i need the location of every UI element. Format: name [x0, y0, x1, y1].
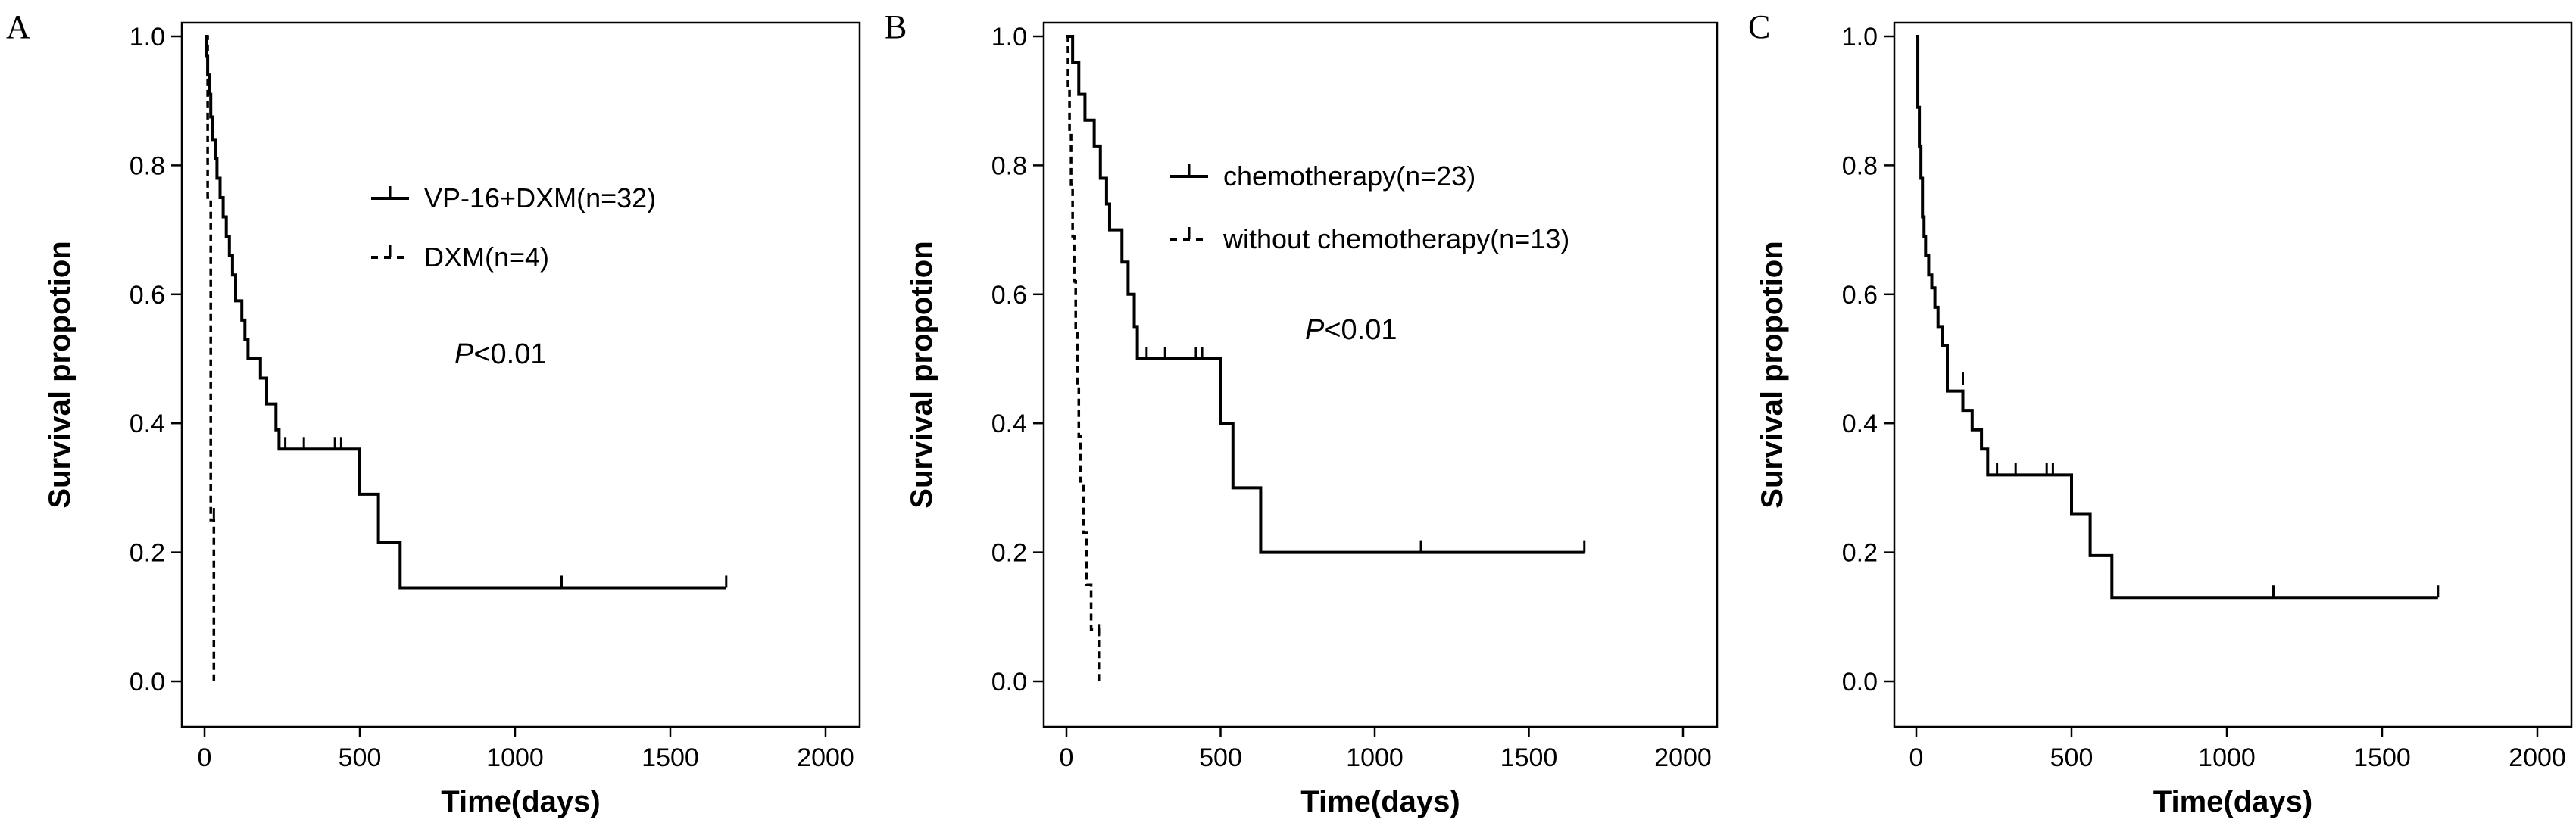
legend-label: DXM(n=4)	[424, 241, 549, 273]
x-tick-label: 1000	[1346, 743, 1404, 772]
y-tick-label: 1.0	[130, 23, 165, 51]
series-2	[1066, 35, 1101, 681]
x-axis-title: Time(days)	[2153, 785, 2312, 818]
y-tick-label: 0.8	[991, 151, 1027, 180]
x-axis-title: Time(days)	[441, 785, 600, 818]
x-tick-label: 500	[2050, 743, 2094, 772]
x-tick-label: 1000	[486, 743, 544, 772]
series-line	[1916, 35, 2438, 600]
y-axis-title: Survival propotion	[43, 241, 76, 508]
x-tick-label: 1500	[2353, 743, 2411, 772]
series-1	[205, 35, 728, 590]
y-tick-label: 0.0	[1842, 668, 1878, 696]
series-line	[205, 35, 726, 590]
y-tick-label: 0.6	[1842, 281, 1878, 310]
y-tick-label: 0.8	[130, 151, 165, 180]
y-tick-label: 0.8	[1842, 151, 1878, 180]
p-value-annotation: P<0.01	[454, 338, 547, 370]
series-line	[1066, 35, 1101, 681]
x-tick-label: 1000	[2198, 743, 2256, 772]
p-value-annotation: P<0.01	[1305, 314, 1397, 346]
panel-letter: B	[885, 8, 907, 45]
x-tick-label: 0	[1060, 743, 1074, 772]
y-tick-label: 0.4	[130, 410, 165, 438]
x-tick-label: 2000	[797, 743, 854, 772]
y-tick-label: 0.6	[130, 281, 165, 310]
legend: VP-16+DXM(n=32) DXM(n=4)	[371, 182, 656, 273]
y-tick-label: 0.2	[130, 539, 165, 568]
y-tick-label: 0.0	[991, 668, 1027, 696]
chart-panel-c: C 0.0 0.2 0.4 0.6 0.8 1.0 0 500 1000 1500 2000 Time(…	[1748, 8, 2573, 818]
series-1	[1916, 35, 2440, 600]
chart-panel-b: B 0.0 0.2 0.4 0.6 0.8 1.0 0 500 1000 1500 2000 Time(…	[885, 8, 1719, 818]
x-tick-label: 2000	[1654, 743, 1712, 772]
chart-panel-a: A 0.0 0.2 0.4 0.6 0.8 1.0 0 500 1000 1500 2000 Time(…	[6, 8, 861, 818]
panel-letter: C	[1748, 8, 1770, 45]
x-tick-label: 1500	[642, 743, 699, 772]
y-tick-label: 1.0	[1842, 23, 1878, 51]
y-tick-label: 0.0	[130, 668, 165, 696]
panel-letter: A	[6, 8, 30, 45]
series-1	[1066, 35, 1586, 554]
legend: chemotherapy(n=23) without chemotherapy(n…	[1170, 160, 1569, 254]
y-axis-title: Survival propotion	[905, 241, 938, 508]
x-tick-label: 0	[198, 743, 212, 772]
legend-label: without chemotherapy(n=13)	[1222, 223, 1569, 254]
y-tick-label: 0.4	[1842, 410, 1878, 438]
plot-frame	[1042, 21, 1719, 728]
y-tick-label: 0.2	[991, 539, 1027, 568]
x-tick-label: 1500	[1500, 743, 1558, 772]
x-tick-label: 0	[1909, 743, 1924, 772]
y-tick-label: 0.6	[991, 281, 1027, 310]
y-tick-label: 0.4	[991, 410, 1027, 438]
y-axis-title: Survival propotion	[1756, 241, 1789, 508]
y-tick-label: 1.0	[991, 23, 1027, 51]
plot-frame	[180, 21, 861, 728]
legend-label: VP-16+DXM(n=32)	[424, 182, 656, 213]
x-tick-label: 2000	[2509, 743, 2566, 772]
x-tick-label: 500	[1199, 743, 1242, 772]
series-line	[1066, 35, 1585, 554]
x-axis-title: Time(days)	[1300, 785, 1460, 818]
series-2	[205, 35, 216, 681]
x-tick-label: 500	[339, 743, 382, 772]
plot-frame	[1893, 21, 2573, 728]
y-tick-label: 0.2	[1842, 539, 1878, 568]
legend-label: chemotherapy(n=23)	[1223, 160, 1475, 192]
